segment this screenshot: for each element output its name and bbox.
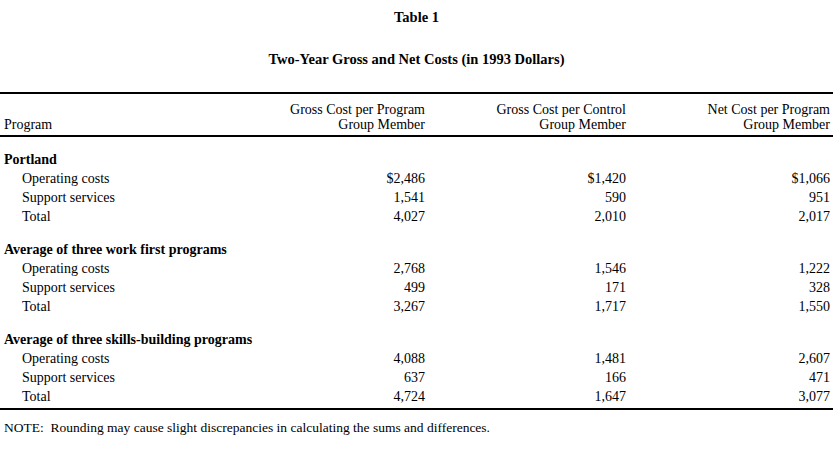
row-label: Support services <box>0 368 240 387</box>
value-cell: 1,481 <box>428 349 629 368</box>
header-line-2: Group Member <box>428 117 626 132</box>
header-row: Program Gross Cost per Program Group Mem… <box>0 93 833 136</box>
section-name: Portland <box>0 136 833 169</box>
value-cell: 2,768 <box>240 259 428 278</box>
section-skills-building-average: Average of three skills-building program… <box>0 316 833 409</box>
value-cell: 2,010 <box>428 207 629 226</box>
table-row: Support services 499 171 328 <box>0 278 833 297</box>
value-cell: $1,066 <box>629 169 833 188</box>
row-label: Operating costs <box>0 169 240 188</box>
value-cell: 1,546 <box>428 259 629 278</box>
table-row: Operating costs 4,088 1,481 2,607 <box>0 349 833 368</box>
value-cell: 951 <box>629 188 833 207</box>
header-line-2: Group Member <box>629 117 830 132</box>
value-cell: 3,267 <box>240 297 428 316</box>
value-cell: 2,607 <box>629 349 833 368</box>
value-cell: 4,027 <box>240 207 428 226</box>
value-cell: 171 <box>428 278 629 297</box>
table-number-title: Table 1 <box>0 0 833 25</box>
value-cell: 471 <box>629 368 833 387</box>
value-cell: 166 <box>428 368 629 387</box>
cost-table: Program Gross Cost per Program Group Mem… <box>0 92 833 410</box>
table-note: NOTE: Rounding may cause slight discrepa… <box>0 420 833 435</box>
section-name: Average of three skills-building program… <box>0 316 833 349</box>
value-cell: 4,088 <box>240 349 428 368</box>
column-header-program: Program <box>0 93 240 136</box>
row-label: Total <box>0 387 240 409</box>
row-label: Operating costs <box>0 259 240 278</box>
value-cell: 1,550 <box>629 297 833 316</box>
value-cell: 1,222 <box>629 259 833 278</box>
table-header: Program Gross Cost per Program Group Mem… <box>0 93 833 136</box>
table-row: Support services 1,541 590 951 <box>0 188 833 207</box>
value-cell: 1,541 <box>240 188 428 207</box>
table-subtitle: Two-Year Gross and Net Costs (in 1993 Do… <box>0 51 833 67</box>
column-header-gross-cost-program: Gross Cost per Program Group Member <box>240 93 428 136</box>
table-row: Total 3,267 1,717 1,550 <box>0 297 833 316</box>
value-cell: 637 <box>240 368 428 387</box>
value-cell: 2,017 <box>629 207 833 226</box>
value-cell: 4,724 <box>240 387 428 409</box>
header-line-1: Gross Cost per Program <box>240 102 425 117</box>
table-row: Total 4,027 2,010 2,017 <box>0 207 833 226</box>
section-portland: Portland Operating costs $2,486 $1,420 $… <box>0 136 833 226</box>
value-cell: $1,420 <box>428 169 629 188</box>
value-cell: 1,647 <box>428 387 629 409</box>
row-label: Total <box>0 297 240 316</box>
value-cell: 590 <box>428 188 629 207</box>
row-label: Support services <box>0 278 240 297</box>
section-name: Average of three work first programs <box>0 226 833 259</box>
value-cell: 1,717 <box>428 297 629 316</box>
table-row: Total 4,724 1,647 3,077 <box>0 387 833 409</box>
section-work-first-average: Average of three work first programs Ope… <box>0 226 833 316</box>
table-row: Operating costs $2,486 $1,420 $1,066 <box>0 169 833 188</box>
row-label: Operating costs <box>0 349 240 368</box>
header-line-2: Group Member <box>240 117 425 132</box>
value-cell: $2,486 <box>240 169 428 188</box>
value-cell: 328 <box>629 278 833 297</box>
value-cell: 499 <box>240 278 428 297</box>
column-header-gross-cost-control: Gross Cost per Control Group Member <box>428 93 629 136</box>
value-cell: 3,077 <box>629 387 833 409</box>
row-label: Support services <box>0 188 240 207</box>
table-row: Operating costs 2,768 1,546 1,222 <box>0 259 833 278</box>
column-header-net-cost-program: Net Cost per Program Group Member <box>629 93 833 136</box>
row-label: Total <box>0 207 240 226</box>
table-row: Support services 637 166 471 <box>0 368 833 387</box>
header-line-1: Gross Cost per Control <box>428 102 626 117</box>
header-line-1: Net Cost per Program <box>629 102 830 117</box>
section-header-row: Portland <box>0 136 833 169</box>
section-header-row: Average of three work first programs <box>0 226 833 259</box>
section-header-row: Average of three skills-building program… <box>0 316 833 349</box>
